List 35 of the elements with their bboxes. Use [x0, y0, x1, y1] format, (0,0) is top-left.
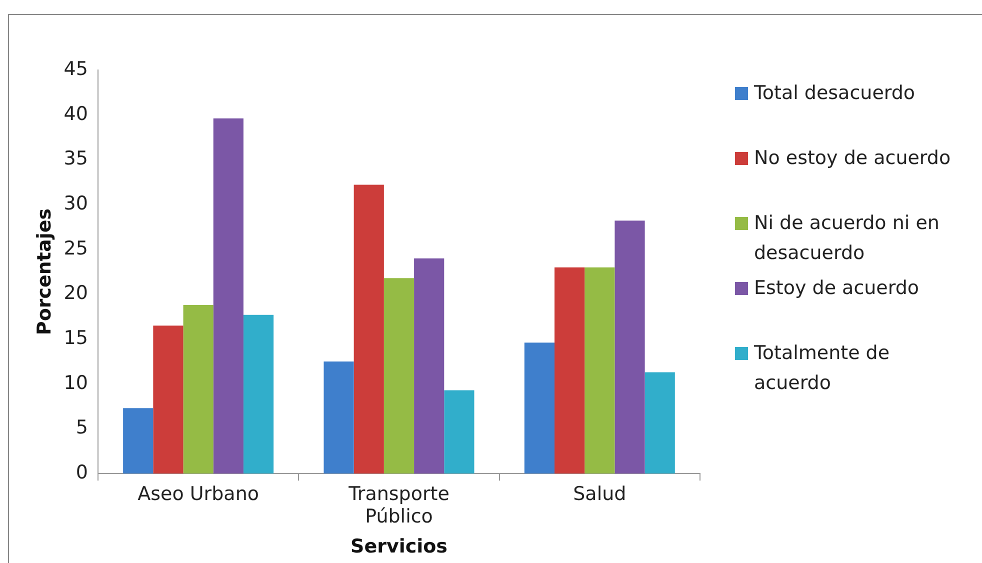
x-tick-label: Transporte Público [348, 482, 450, 528]
bar [354, 184, 384, 474]
bar [384, 278, 414, 474]
legend-label: Estoy de acuerdo [754, 276, 920, 301]
x-tick-label: Aseo Urbano [138, 482, 259, 505]
bar [444, 390, 474, 474]
y-tick-label: 20 [64, 282, 88, 304]
y-tick-label: 0 [76, 462, 88, 484]
bar [644, 372, 675, 474]
bar [123, 408, 154, 474]
bar [614, 220, 645, 474]
legend-label: Ni de acuerdo ni en desacuerdo [754, 211, 940, 266]
y-tick-label: 45 [64, 58, 88, 80]
bar [414, 258, 444, 474]
x-tick-label: Salud [573, 482, 626, 505]
bar [584, 267, 615, 474]
y-tick-label: 25 [64, 237, 88, 260]
bar [153, 326, 184, 474]
bar [213, 118, 244, 474]
bar [324, 361, 354, 474]
legend-label: Totalmente de acuerdo [754, 341, 891, 396]
y-tick-label: 15 [64, 327, 88, 350]
x-axis-title: Servicios [350, 536, 448, 558]
legend-label: Total desacuerdo [754, 81, 916, 106]
bar [554, 267, 585, 474]
bar [524, 342, 555, 474]
y-tick-label: 5 [76, 416, 88, 439]
legend-label: No estoy de acuerdo [754, 146, 951, 171]
y-tick-label: 30 [64, 192, 88, 214]
bar [183, 304, 214, 474]
y-tick-label: 40 [64, 102, 88, 125]
bar [243, 314, 274, 474]
y-tick-label: 35 [64, 148, 88, 170]
y-axis-title: Porcentajes [33, 208, 56, 336]
y-tick-label: 10 [64, 372, 88, 394]
